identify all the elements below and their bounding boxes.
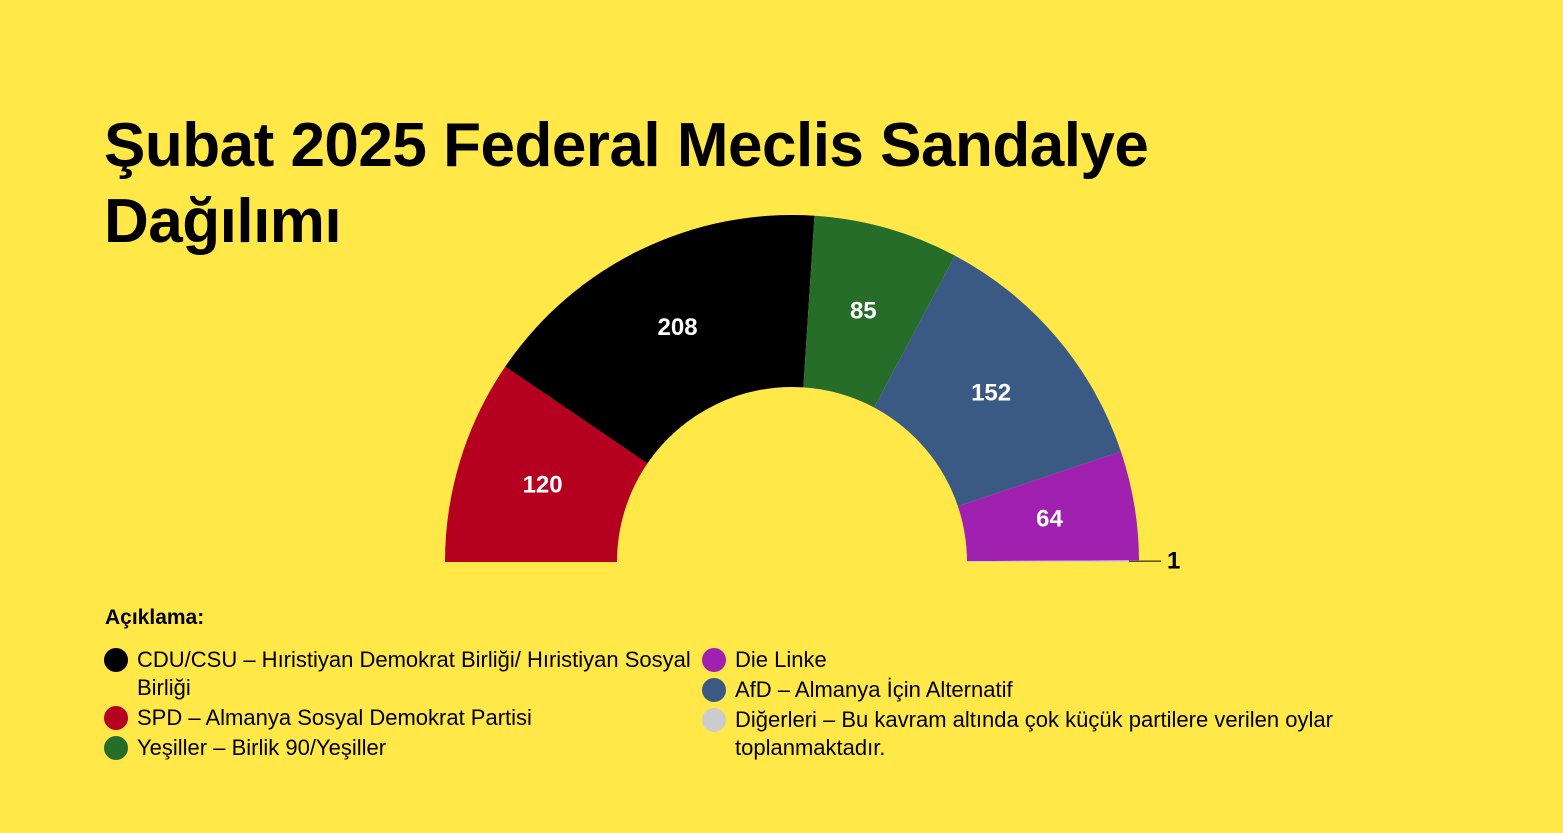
slice-label: 85 <box>850 297 877 324</box>
slice-cdu-csu <box>505 215 815 464</box>
legend-right-column: Die Linke AfD – Almanya İçin Alternatif Di… <box>702 646 1342 764</box>
slice-diğerleri <box>966 560 1139 562</box>
legend-item: AfD – Almanya İçin Alternatif <box>702 676 1342 704</box>
legend-swatch <box>702 678 726 702</box>
slice-label: 120 <box>523 472 563 499</box>
legend-label: CDU/CSU – Hıristiyan Demokrat Birliği/ H… <box>137 647 691 700</box>
slice-label: 64 <box>1036 506 1063 533</box>
legend-item: SPD – Almanya Sosyal Demokrat Partisi <box>104 704 744 732</box>
legend-swatch <box>104 706 128 730</box>
slice-yeşiller <box>803 215 955 408</box>
slice-spd <box>445 366 648 562</box>
slice-label: 152 <box>971 380 1011 407</box>
legend-item: Yeşiller – Birlik 90/Yeşiller <box>104 734 744 762</box>
legend-label: Diğerleri – Bu kavram altında çok küçük … <box>735 707 1333 760</box>
legend-swatch <box>104 648 128 672</box>
slice-afd <box>874 255 1121 507</box>
slice-die-linke <box>957 451 1139 562</box>
legend-item: CDU/CSU – Hıristiyan Demokrat Birliği/ H… <box>104 646 744 702</box>
slice-label: 1 <box>1167 548 1180 575</box>
page-title: Şubat 2025 Federal Meclis Sandalye Dağıl… <box>104 111 1149 256</box>
legend-swatch <box>702 648 726 672</box>
legend-item: Diğerleri – Bu kavram altında çok küçük … <box>702 706 1342 762</box>
legend-label: Yeşiller – Birlik 90/Yeşiller <box>137 735 387 760</box>
legend-item: Die Linke <box>702 646 1342 674</box>
legend-label: Die Linke <box>735 647 827 672</box>
legend-swatch <box>104 736 128 760</box>
legend-label: SPD – Almanya Sosyal Demokrat Partisi <box>137 705 532 730</box>
legend-label: AfD – Almanya İçin Alternatif <box>735 677 1013 702</box>
slice-label: 208 <box>658 314 698 341</box>
legend-left-column: CDU/CSU – Hıristiyan Demokrat Birliği/ H… <box>104 646 744 764</box>
legend-swatch <box>702 708 726 732</box>
legend-title: Açıklama: <box>105 606 205 629</box>
